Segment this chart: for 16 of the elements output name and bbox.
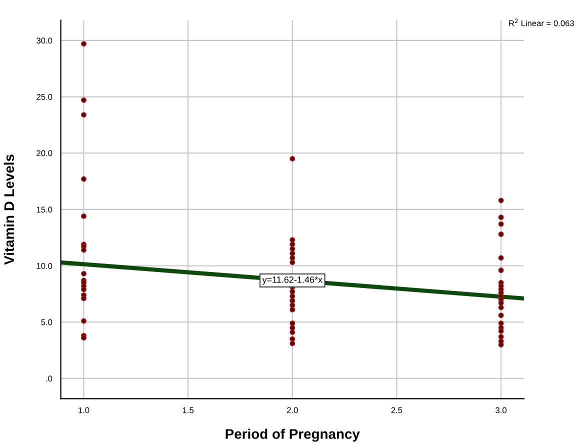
y-tick-label: .0 [46, 376, 52, 382]
x-tick-label: 1.0 [78, 407, 90, 414]
y-tick-label: 20.0 [36, 150, 52, 156]
x-tick-label: 1.5 [182, 407, 194, 414]
annotation: y=11.62-1.46*x [262, 276, 322, 285]
x-tick-label: 2.5 [391, 407, 402, 414]
y-tick-label: 10.0 [36, 262, 52, 269]
y-axis-title: Vitamin D Levels [4, 154, 14, 265]
y-tick-label: 5.0 [41, 319, 52, 326]
x-tick-label: 3.0 [496, 407, 507, 414]
y-tick-label: 25.0 [36, 94, 52, 100]
annotation: R$^{2}$ Linear = 0.063 [509, 18, 574, 26]
y-tick-label: 30.0 [36, 38, 52, 44]
y-tick-label: 15.0 [36, 206, 52, 213]
x-tick-label: 2.0 [287, 407, 298, 414]
x-axis-title: Period of Pregnancy [226, 428, 360, 442]
